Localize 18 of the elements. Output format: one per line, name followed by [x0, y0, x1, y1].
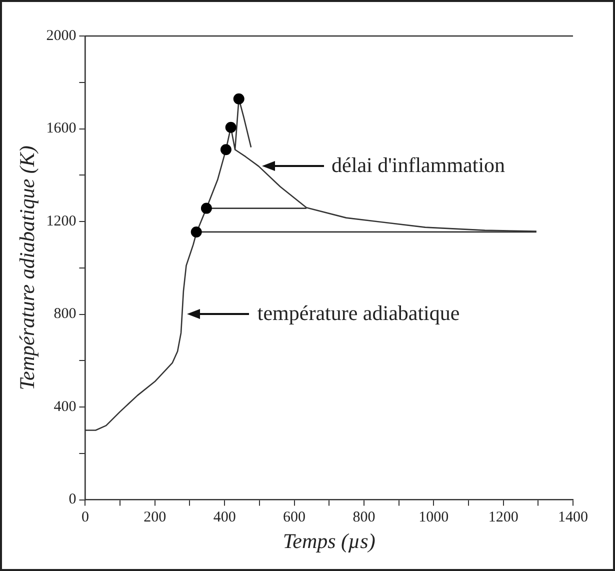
- y-axis-title: Température adiabatique (K): [15, 146, 40, 390]
- x-tick-label: 1400: [558, 510, 588, 526]
- x-tick-label: 0: [81, 510, 89, 526]
- y-tick-label: 1200: [46, 213, 76, 230]
- x-axis-title: Temps (µs): [282, 528, 376, 553]
- x-tick-label: 400: [213, 510, 236, 526]
- y-tick-label: 2000: [46, 28, 76, 44]
- x-tick-label: 200: [144, 510, 166, 526]
- x-tick-label: 1200: [488, 510, 518, 526]
- x-tick-label: 1000: [418, 510, 449, 526]
- y-tick-label: 1600: [46, 120, 76, 137]
- annotation: délai d'inflammation: [332, 152, 506, 177]
- annotation: température adiabatique: [257, 300, 460, 325]
- y-tick-label: 0: [68, 492, 76, 508]
- x-tick-label: 600: [283, 510, 306, 526]
- y-tick-label: 800: [54, 306, 76, 322]
- x-tick-label: 800: [352, 510, 376, 526]
- y-tick-label: 400: [54, 398, 76, 415]
